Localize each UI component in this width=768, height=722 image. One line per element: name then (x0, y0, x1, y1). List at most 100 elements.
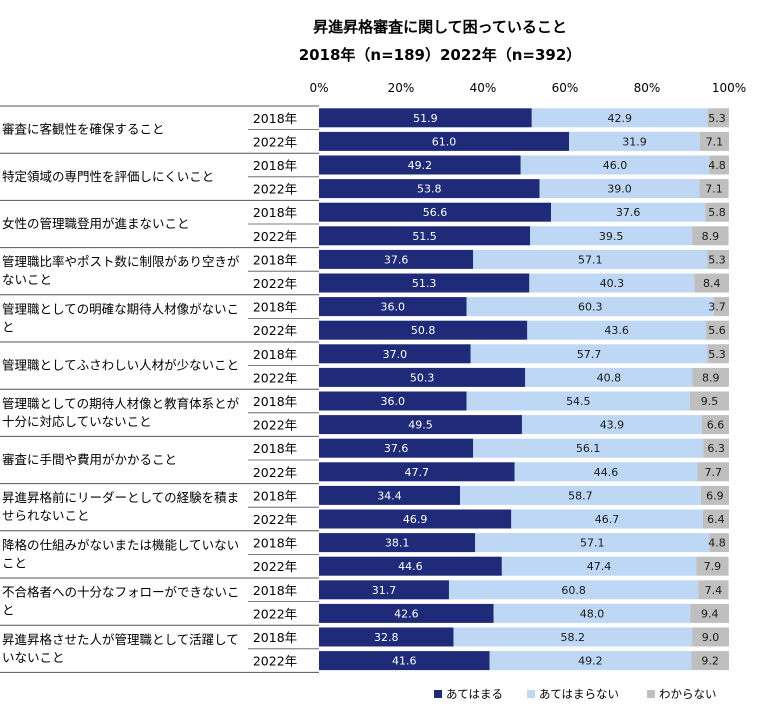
bar-segment-1 (319, 485, 461, 505)
category-label: 管理職としてふさわしい人材が少ないこと (2, 358, 239, 373)
legend-label: わからない (659, 687, 717, 701)
data-label: 41.6 (392, 655, 417, 668)
x-tick-label: 20% (388, 81, 415, 95)
year-label: 2022年 (253, 182, 297, 197)
data-label: 42.6 (394, 607, 419, 620)
data-label: 46.7 (595, 513, 620, 526)
data-label: 50.8 (411, 324, 436, 337)
data-label: 56.6 (423, 206, 448, 219)
bar-segment-3 (713, 297, 729, 317)
x-axis-ticks: 0% 20% 40% 60% 80% 100% (309, 81, 746, 95)
bar-segment-3 (709, 533, 729, 553)
bar-segment-1 (319, 580, 449, 600)
year-label: 2018年 (253, 205, 297, 220)
year-label: 2018年 (253, 347, 297, 362)
bar-segment-2 (531, 108, 708, 128)
year-label: 2018年 (253, 536, 297, 551)
bar-segment-1 (319, 627, 454, 647)
row-grid (0, 105, 319, 673)
bar-segment-2 (466, 297, 714, 317)
data-label: 9.0 (702, 631, 720, 644)
data-label: 57.7 (577, 348, 602, 361)
bar-segment-2 (460, 485, 701, 505)
data-label: 37.6 (384, 253, 409, 266)
x-tick-label: 100% (712, 81, 746, 95)
data-label: 36.0 (381, 395, 406, 408)
data-label: 8.9 (702, 371, 720, 384)
data-label: 31.9 (622, 135, 647, 148)
bar-segment-3 (700, 485, 729, 505)
data-label: 34.4 (377, 489, 402, 502)
bar-segment-2 (521, 415, 702, 435)
category-labels: 審査に客観性を確保すること2018年2022年特定領域の専門性を評価しにくいこと… (2, 111, 297, 669)
data-label: 38.1 (385, 537, 410, 550)
bar-segment-2 (501, 556, 697, 576)
bar-segment-1 (319, 556, 502, 576)
year-label: 2022年 (253, 606, 297, 621)
data-label: 6.4 (707, 513, 725, 526)
data-label: 9.2 (701, 655, 719, 668)
bar-segment-1 (319, 509, 512, 529)
year-label: 2022年 (253, 370, 297, 385)
data-label: 5.8 (708, 206, 726, 219)
year-label: 2022年 (253, 559, 297, 574)
bar-segment-3 (692, 226, 729, 246)
bar-segment-3 (690, 603, 729, 623)
bar-segment-1 (319, 344, 471, 364)
data-label: 51.3 (412, 277, 437, 290)
data-label: 46.0 (603, 159, 628, 172)
legend-label: あてはまらない (539, 687, 619, 701)
data-label: 5.6 (708, 324, 726, 337)
data-label: 32.8 (374, 631, 399, 644)
x-tick-label: 0% (309, 81, 328, 95)
data-label: 60.8 (561, 584, 586, 597)
data-label: 9.5 (701, 395, 719, 408)
bar-segment-2 (527, 320, 707, 340)
data-label: 43.6 (604, 324, 629, 337)
data-label: 6.9 (706, 489, 724, 502)
bar-segment-2 (520, 155, 710, 175)
data-label: 37.6 (384, 442, 409, 455)
bar-segment-3 (699, 179, 729, 199)
data-label: 7.7 (704, 466, 722, 479)
bar-segment-3 (701, 415, 729, 435)
data-label: 54.5 (566, 395, 591, 408)
bar-segment-2 (525, 367, 693, 387)
bar-segment-3 (696, 556, 729, 576)
year-label: 2018年 (253, 441, 297, 456)
bar-segment-2 (473, 249, 708, 269)
bar-segment-1 (319, 603, 494, 623)
data-label: 57.1 (580, 537, 605, 550)
year-label: 2022年 (253, 654, 297, 669)
data-label: 7.1 (705, 183, 723, 196)
data-label: 7.4 (705, 584, 723, 597)
category-label: 昇進昇格させた人が管理職として活躍していないこと (2, 632, 239, 665)
bar-segment-1 (319, 462, 515, 482)
data-label: 56.1 (576, 442, 601, 455)
x-tick-label: 80% (634, 81, 661, 95)
data-label: 40.8 (597, 371, 622, 384)
bar-segment-3 (699, 131, 729, 151)
year-label: 2022年 (253, 276, 297, 291)
year-label: 2018年 (253, 111, 297, 126)
bar-segment-1 (319, 391, 467, 411)
bar-segment-2 (511, 509, 703, 529)
bar-segment-2 (475, 533, 710, 553)
bar-segment-2 (448, 580, 699, 600)
data-label: 8.9 (702, 230, 720, 243)
bar-segment-1 (319, 131, 570, 151)
data-label: 49.2 (578, 655, 603, 668)
data-label: 8.4 (703, 277, 721, 290)
data-label: 6.6 (707, 419, 725, 432)
bar-segment-1 (319, 226, 531, 246)
year-label: 2018年 (253, 252, 297, 267)
bar-segment-1 (319, 367, 526, 387)
data-label: 61.0 (432, 135, 457, 148)
data-label: 60.3 (578, 301, 603, 314)
data-label: 40.3 (600, 277, 625, 290)
data-label: 47.4 (587, 560, 612, 573)
bar-segment-2 (470, 344, 708, 364)
category-label: 昇進昇格前にリーダーとしての経験を積ませられないこと (2, 490, 239, 523)
bar-segment-1 (319, 533, 476, 553)
bar-segment-1 (319, 179, 540, 199)
